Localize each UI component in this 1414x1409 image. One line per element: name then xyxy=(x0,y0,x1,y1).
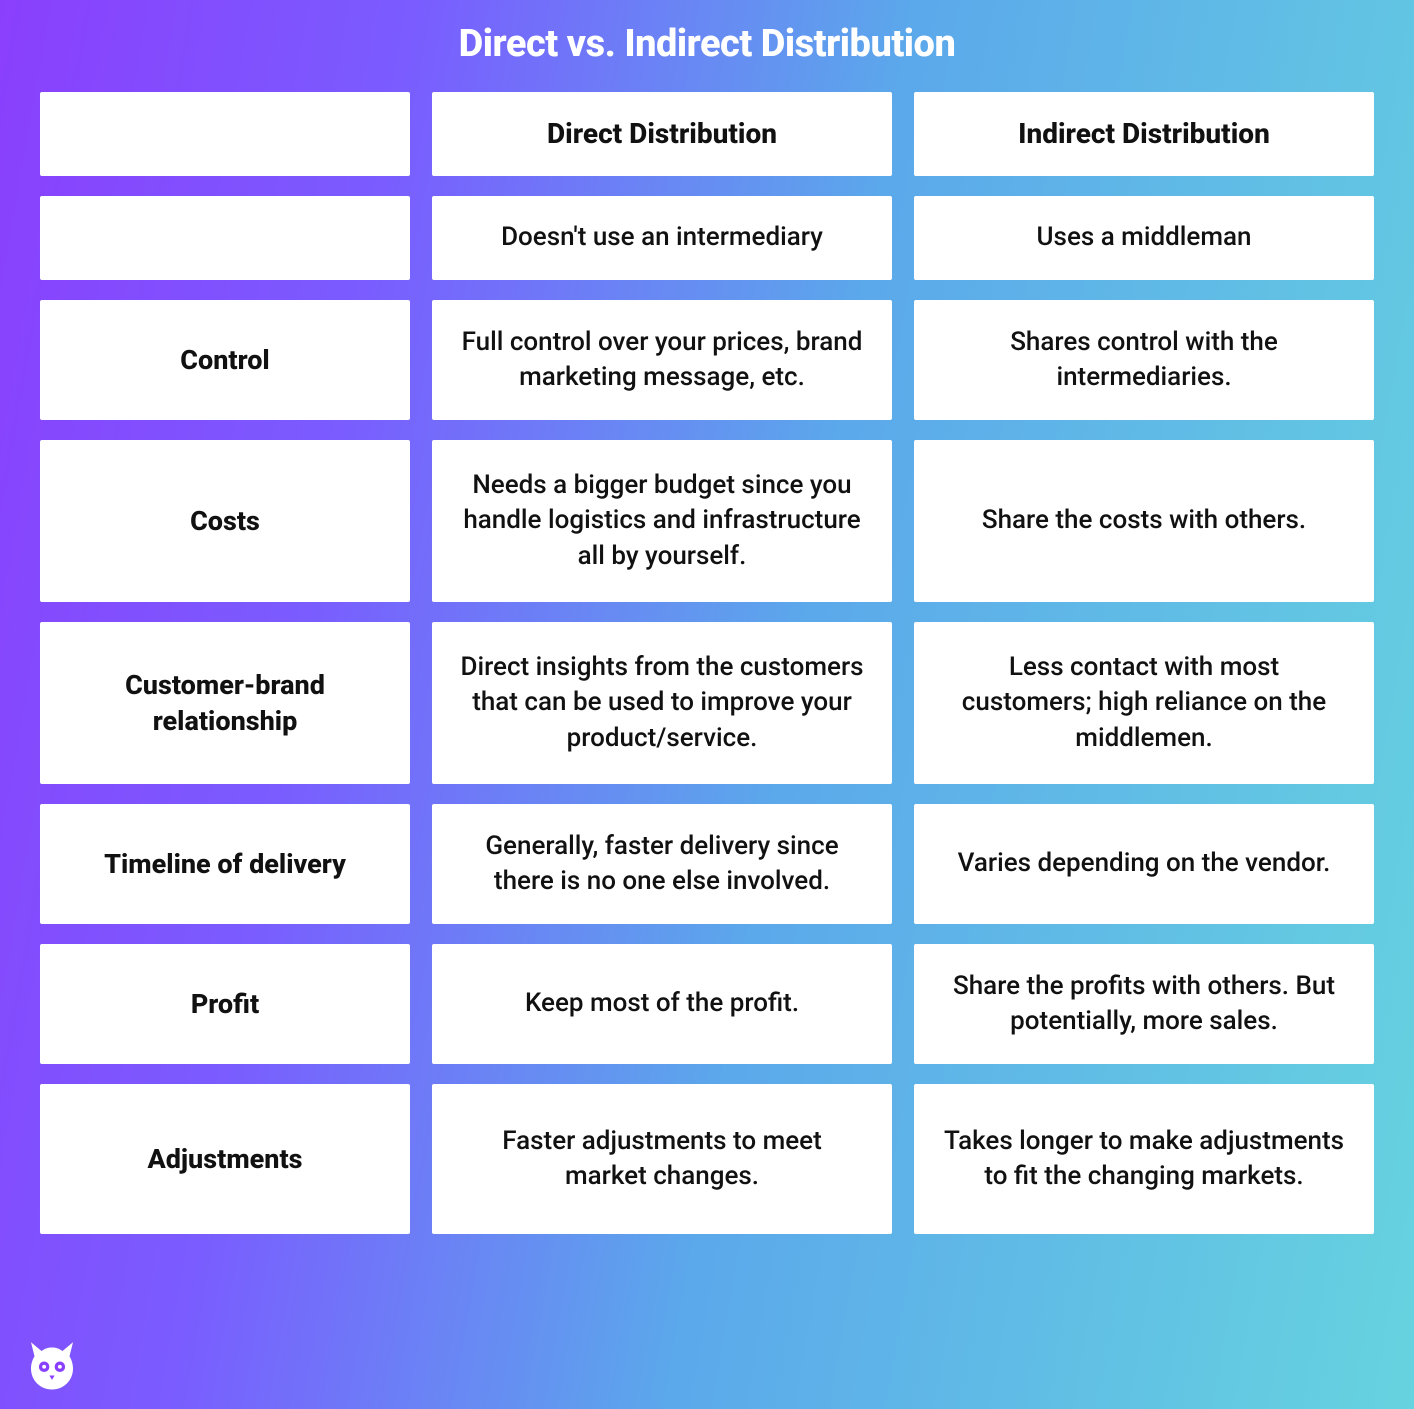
row-header: Profit xyxy=(40,944,410,1064)
cell-text: Takes longer to make adjustments to fit … xyxy=(942,1124,1346,1194)
cell-indirect: Uses a middleman xyxy=(914,196,1374,280)
cell-direct: Full control over your prices, brand mar… xyxy=(432,300,892,420)
cell-text: Direct insights from the customers that … xyxy=(460,650,864,755)
row-header: Costs xyxy=(40,440,410,602)
col-header-label: Direct Distribution xyxy=(547,115,777,153)
cell-direct: Faster adjustments to meet market change… xyxy=(432,1084,892,1234)
cell-text: Varies depending on the vendor. xyxy=(958,846,1331,881)
cell-direct: Direct insights from the customers that … xyxy=(432,622,892,784)
cell-text: Generally, faster delivery since there i… xyxy=(460,829,864,899)
row-header-label: Costs xyxy=(190,503,260,539)
row-header-label: Profit xyxy=(191,986,259,1022)
page-title: Direct vs. Indirect Distribution xyxy=(0,22,1414,66)
col-header-direct: Direct Distribution xyxy=(432,92,892,176)
row-header xyxy=(40,196,410,280)
cell-direct: Generally, faster delivery since there i… xyxy=(432,804,892,924)
cell-indirect: Takes longer to make adjustments to fit … xyxy=(914,1084,1374,1234)
cell-indirect: Less contact with most customers; high r… xyxy=(914,622,1374,784)
cell-text: Doesn't use an intermediary xyxy=(501,220,823,255)
col-header-indirect: Indirect Distribution xyxy=(914,92,1374,176)
cell-text: Less contact with most customers; high r… xyxy=(942,650,1346,755)
row-header: Timeline of delivery xyxy=(40,804,410,924)
cell-indirect: Share the costs with others. xyxy=(914,440,1374,602)
cell-text: Uses a middleman xyxy=(1037,220,1252,255)
row-header-label: Customer-brand relationship xyxy=(68,667,382,740)
cell-text: Share the profits with others. But poten… xyxy=(942,969,1346,1039)
cell-text: Keep most of the profit. xyxy=(525,986,799,1021)
row-header: Customer-brand relationship xyxy=(40,622,410,784)
cell-direct: Needs a bigger budget since you handle l… xyxy=(432,440,892,602)
cell-text: Share the costs with others. xyxy=(982,503,1306,538)
cell-direct: Doesn't use an intermediary xyxy=(432,196,892,280)
cell-text: Needs a bigger budget since you handle l… xyxy=(460,468,864,573)
cell-text: Faster adjustments to meet market change… xyxy=(460,1124,864,1194)
col-header-label: Indirect Distribution xyxy=(1018,115,1270,153)
row-header: Adjustments xyxy=(40,1084,410,1234)
cell-text: Full control over your prices, brand mar… xyxy=(460,325,864,395)
owl-logo-icon xyxy=(24,1337,80,1393)
comparison-table: Direct Distribution Indirect Distributio… xyxy=(0,92,1414,1234)
row-header-label: Adjustments xyxy=(147,1141,302,1177)
cell-text: Shares control with the intermediaries. xyxy=(942,325,1346,395)
row-header-label: Control xyxy=(180,342,269,378)
col-header-blank xyxy=(40,92,410,176)
cell-indirect: Shares control with the intermediaries. xyxy=(914,300,1374,420)
row-header: Control xyxy=(40,300,410,420)
row-header-label: Timeline of delivery xyxy=(104,846,346,882)
cell-direct: Keep most of the profit. xyxy=(432,944,892,1064)
cell-indirect: Share the profits with others. But poten… xyxy=(914,944,1374,1064)
cell-indirect: Varies depending on the vendor. xyxy=(914,804,1374,924)
infographic-canvas: Direct vs. Indirect Distribution Direct … xyxy=(0,0,1414,1409)
